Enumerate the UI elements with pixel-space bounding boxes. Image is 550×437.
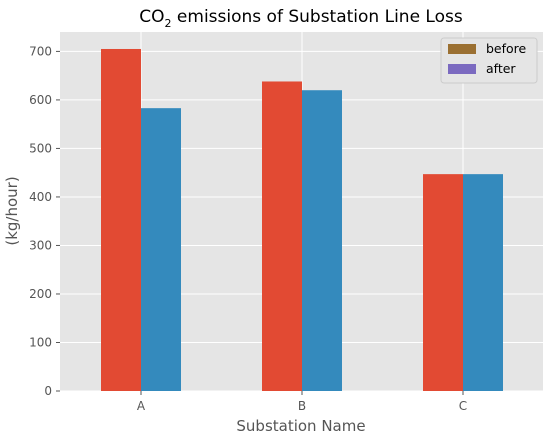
bar-before-A <box>101 48 141 391</box>
y-axis-ticks: 0 100 200 300 400 500 600 700 <box>29 44 60 398</box>
bar-before-C <box>423 174 463 391</box>
y-tick-label: 700 <box>29 44 52 58</box>
x-tick-label: C <box>459 399 467 413</box>
bar-after-A <box>141 108 181 392</box>
x-tick-label: B <box>298 399 306 413</box>
y-tick-label: 200 <box>29 287 52 301</box>
x-tick-label: A <box>137 399 146 413</box>
y-tick-label: 100 <box>29 335 52 349</box>
bar-after-C <box>463 174 503 391</box>
legend-swatch-after <box>448 64 476 74</box>
legend: before after <box>440 37 538 84</box>
legend-swatch-before <box>448 44 476 54</box>
legend-label-before: before <box>486 41 527 56</box>
y-tick-label: 600 <box>29 93 52 107</box>
x-axis-ticks: A B C <box>137 391 467 413</box>
legend-label-after: after <box>486 61 516 76</box>
bars <box>101 48 503 392</box>
y-axis-label: (kg/hour) <box>3 176 21 245</box>
bar-before-B <box>262 81 302 392</box>
y-tick-label: 400 <box>29 190 52 204</box>
bar-after-B <box>302 90 342 391</box>
chart-title: CO2 emissions of Substation Line Loss <box>139 7 463 30</box>
x-axis-label: Substation Name <box>236 417 365 435</box>
y-tick-label: 300 <box>29 238 52 252</box>
y-tick-label: 500 <box>29 141 52 155</box>
y-tick-label: 0 <box>44 384 52 398</box>
